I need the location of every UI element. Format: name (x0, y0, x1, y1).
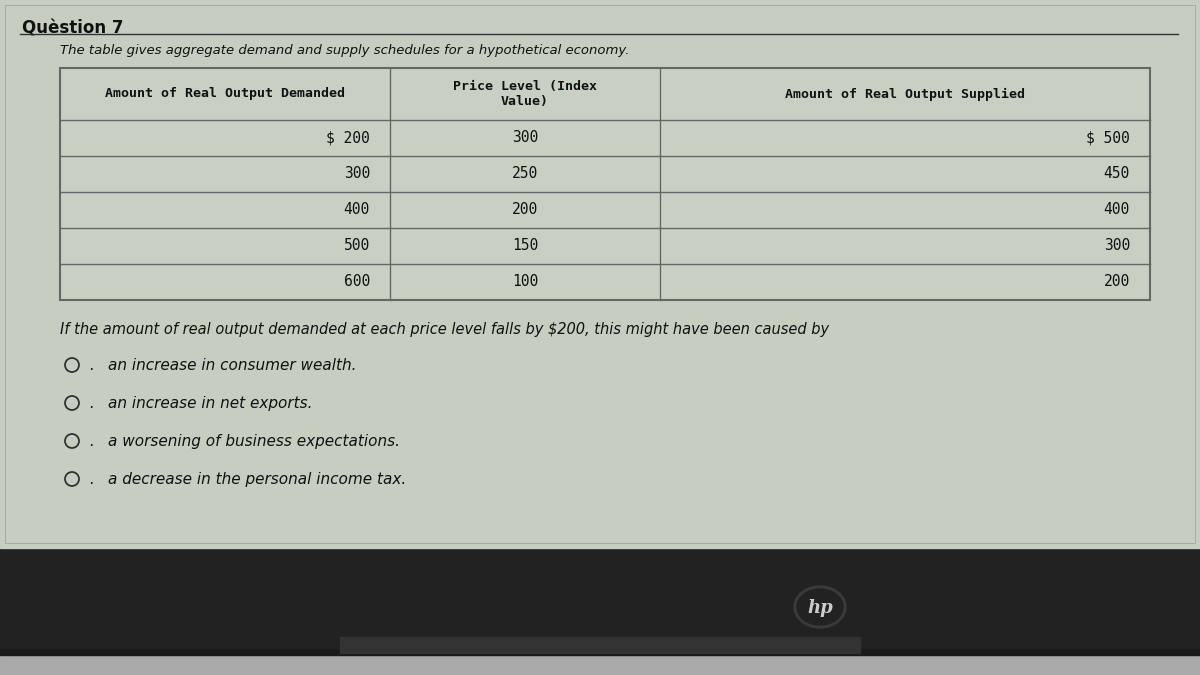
Bar (0, 0, 1200, 548)
Bar (0, 545, 1200, 655)
Bar (60, 68, 1150, 300)
Text: .: . (85, 472, 95, 487)
Text: .: . (85, 396, 95, 411)
Ellipse shape (797, 589, 842, 625)
Text: $ 500: $ 500 (1086, 130, 1130, 146)
Text: 400: 400 (343, 202, 370, 217)
Text: 300: 300 (1104, 238, 1130, 254)
Text: The table gives aggregate demand and supply schedules for a hypothetical economy: The table gives aggregate demand and sup… (60, 44, 630, 57)
Text: If the amount of real output demanded at each price level falls by $200, this mi: If the amount of real output demanded at… (60, 322, 829, 337)
Text: a worsening of business expectations.: a worsening of business expectations. (108, 434, 400, 449)
Bar (340, 637, 860, 653)
Text: 500: 500 (343, 238, 370, 254)
Text: hp: hp (808, 599, 833, 617)
Text: 250: 250 (512, 167, 538, 182)
Text: 100: 100 (512, 275, 538, 290)
Text: a decrease in the personal income tax.: a decrease in the personal income tax. (108, 472, 407, 487)
Text: .: . (85, 434, 95, 449)
Text: $ 200: $ 200 (326, 130, 370, 146)
Bar (60, 68, 1150, 300)
Text: 300: 300 (343, 167, 370, 182)
Text: Price Level (Index
Value): Price Level (Index Value) (454, 80, 598, 108)
Text: 600: 600 (343, 275, 370, 290)
Bar (5, 5, 1195, 543)
Text: 200: 200 (512, 202, 538, 217)
Text: an increase in consumer wealth.: an increase in consumer wealth. (108, 358, 356, 373)
Text: 300: 300 (512, 130, 538, 146)
Bar (0, 650, 1200, 675)
Text: 450: 450 (1104, 167, 1130, 182)
Text: .: . (85, 358, 95, 373)
Text: Amount of Real Output Demanded: Amount of Real Output Demanded (106, 88, 346, 101)
Text: an increase in net exports.: an increase in net exports. (108, 396, 312, 411)
Text: Amount of Real Output Supplied: Amount of Real Output Supplied (785, 88, 1025, 101)
Text: 150: 150 (512, 238, 538, 254)
Text: Quèstion 7: Quèstion 7 (22, 20, 124, 38)
Bar (0, 548, 1200, 648)
Text: 400: 400 (1104, 202, 1130, 217)
Text: 200: 200 (1104, 275, 1130, 290)
Ellipse shape (794, 586, 846, 628)
